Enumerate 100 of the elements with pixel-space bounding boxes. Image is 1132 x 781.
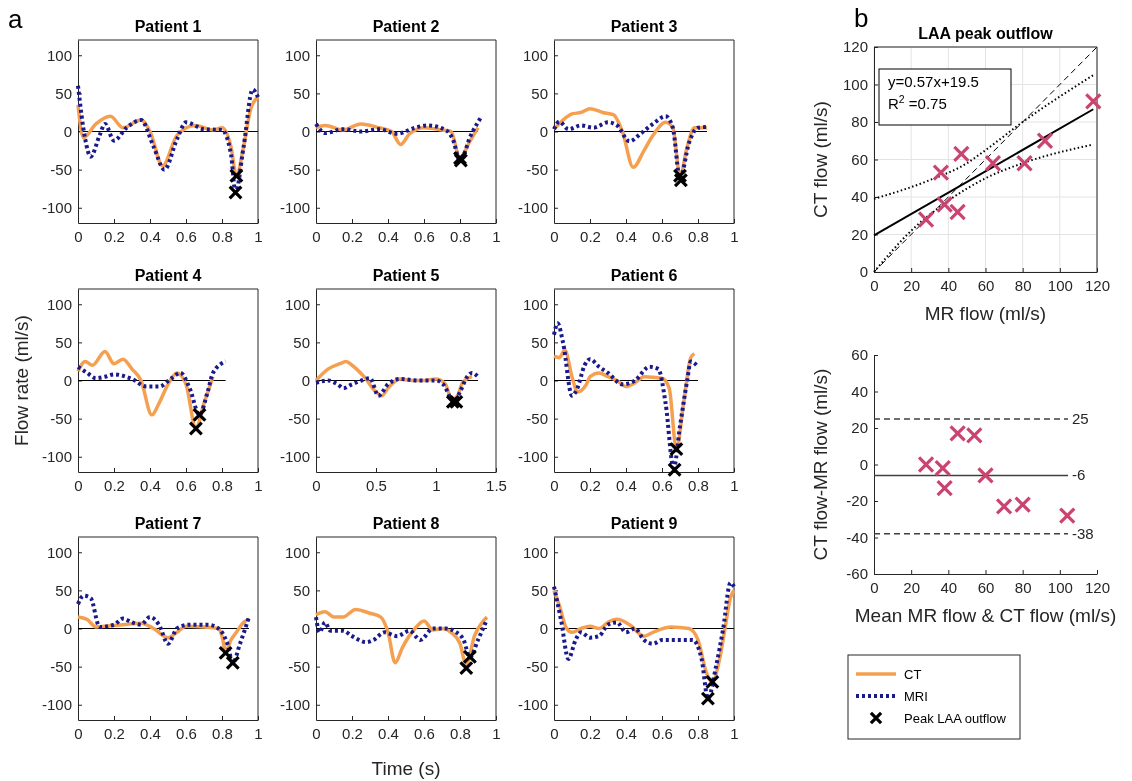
x-tick-label: 0.4 [616, 724, 637, 742]
y-tick-label: 0 [301, 371, 310, 389]
x-tick-label: 0.4 [140, 724, 161, 742]
x-tick-label: 0.2 [580, 724, 601, 742]
x-axis-title: Time (s) [371, 758, 441, 779]
y-tick-label: -100 [279, 448, 310, 466]
y-tick-label: 40 [851, 382, 868, 400]
y-tick-label: 0 [63, 122, 72, 140]
y-tick-label: 50 [531, 333, 548, 351]
x-tick-label: 0.6 [414, 724, 435, 742]
y-axis-title: CT flow-MR flow (ml/s) [810, 368, 831, 561]
x-tick-label: 0.2 [342, 227, 363, 245]
x-tick-label: 0 [550, 724, 559, 742]
x-tick-label: 1 [730, 724, 739, 742]
x-tick-label: 0.8 [212, 476, 233, 494]
text: b [854, 3, 869, 33]
x-tick-label: 0 [74, 227, 83, 245]
legend-label: CT [904, 667, 922, 682]
y-axis-title: Flow rate (ml/s) [11, 315, 32, 446]
x-tick-label: 0.6 [176, 476, 197, 494]
chart-title: Patient 2 [372, 18, 440, 35]
y-tick-label: 0 [539, 122, 548, 140]
x-tick-label: 0.4 [616, 227, 637, 245]
text: a [8, 4, 23, 34]
y-tick-label: 80 [851, 113, 868, 131]
y-tick-label: 0 [301, 122, 310, 140]
x-tick-label: 0.8 [688, 476, 709, 494]
y-tick-label: -100 [279, 696, 310, 714]
x-tick-label: 0.8 [688, 724, 709, 742]
x-tick-label: 0 [312, 227, 321, 245]
y-tick-label: 100 [284, 46, 310, 64]
y-tick-label: 50 [293, 333, 310, 351]
ref-line-label: -38 [1072, 524, 1094, 542]
x-tick-label: 80 [1014, 276, 1032, 294]
x-tick-label: 0.8 [212, 724, 233, 742]
x-tick-label: 60 [977, 578, 995, 596]
x-tick-label: 0 [550, 227, 559, 245]
x-tick-label: 0.6 [652, 227, 673, 245]
x-tick-label: 0.5 [366, 476, 387, 494]
x-tick-label: 60 [977, 276, 995, 294]
x-tick-label: 100 [1047, 276, 1073, 294]
x-tick-label: 0 [312, 476, 321, 494]
legend-label: Peak LAA outflow [904, 711, 1007, 726]
y-tick-label: -50 [50, 160, 72, 178]
x-tick-label: 0.8 [450, 724, 471, 742]
x-tick-label: 0.4 [378, 227, 399, 245]
x-tick-label: 0.6 [176, 724, 197, 742]
chart-title: Patient 9 [610, 515, 678, 532]
y-tick-label: -40 [846, 528, 868, 546]
x-tick-label: 0.4 [140, 227, 161, 245]
y-tick-label: -50 [526, 657, 548, 675]
x-tick-label: 0.2 [104, 724, 125, 742]
x-tick-label: 0 [74, 476, 83, 494]
y-tick-label: 40 [851, 188, 868, 206]
x-axis-title: Mean MR flow & CT flow (ml/s) [854, 605, 1117, 626]
y-tick-label: 120 [842, 38, 868, 56]
x-tick-label: 1.5 [486, 476, 507, 494]
y-tick-label: 50 [55, 84, 72, 102]
y-tick-label: -50 [50, 657, 72, 675]
x-tick-label: 1 [492, 227, 501, 245]
y-tick-label: 100 [46, 543, 72, 561]
x-tick-label: 0.4 [140, 476, 161, 494]
ref-line-label: 25 [1072, 409, 1089, 427]
x-tick-label: 0.6 [652, 724, 673, 742]
x-tick-label: 0 [870, 276, 879, 294]
chart-title: Patient 6 [610, 267, 678, 284]
y-tick-label: 100 [284, 295, 310, 313]
x-tick-label: 1 [254, 227, 263, 245]
y-tick-label: -100 [517, 448, 548, 466]
y-axis-title: CT flow (ml/s) [810, 101, 831, 218]
x-tick-label: 100 [1047, 578, 1073, 596]
x-tick-label: 40 [940, 578, 958, 596]
y-tick-label: -100 [41, 199, 72, 217]
x-tick-label: 0 [550, 476, 559, 494]
y-tick-label: 0 [859, 455, 868, 473]
y-tick-label: -60 [846, 565, 868, 583]
y-tick-label: 100 [522, 543, 548, 561]
y-tick-label: 50 [55, 581, 72, 599]
y-tick-label: 0 [539, 371, 548, 389]
y-tick-label: 50 [531, 581, 548, 599]
x-tick-label: 0.2 [580, 227, 601, 245]
y-tick-label: 60 [851, 346, 868, 364]
chart-title: LAA peak outflow [918, 25, 1054, 42]
x-tick-label: 20 [903, 276, 921, 294]
y-tick-label: 50 [55, 333, 72, 351]
chart-title: Patient 7 [134, 515, 202, 532]
x-tick-label: 1 [254, 724, 263, 742]
x-tick-label: 0.6 [414, 227, 435, 245]
chart-title: Patient 1 [134, 18, 202, 35]
x-axis-title: MR flow (ml/s) [924, 303, 1047, 324]
x-tick-label: 0.6 [176, 227, 197, 245]
y-tick-label: -20 [846, 492, 868, 510]
y-tick-label: -50 [288, 409, 310, 427]
y-tick-label: 0 [539, 619, 548, 637]
x-tick-label: 0.4 [616, 476, 637, 494]
y-tick-label: 100 [46, 46, 72, 64]
y-tick-label: 0 [63, 619, 72, 637]
y-tick-label: 100 [522, 295, 548, 313]
y-tick-label: 20 [851, 419, 868, 437]
x-tick-label: 0 [312, 724, 321, 742]
